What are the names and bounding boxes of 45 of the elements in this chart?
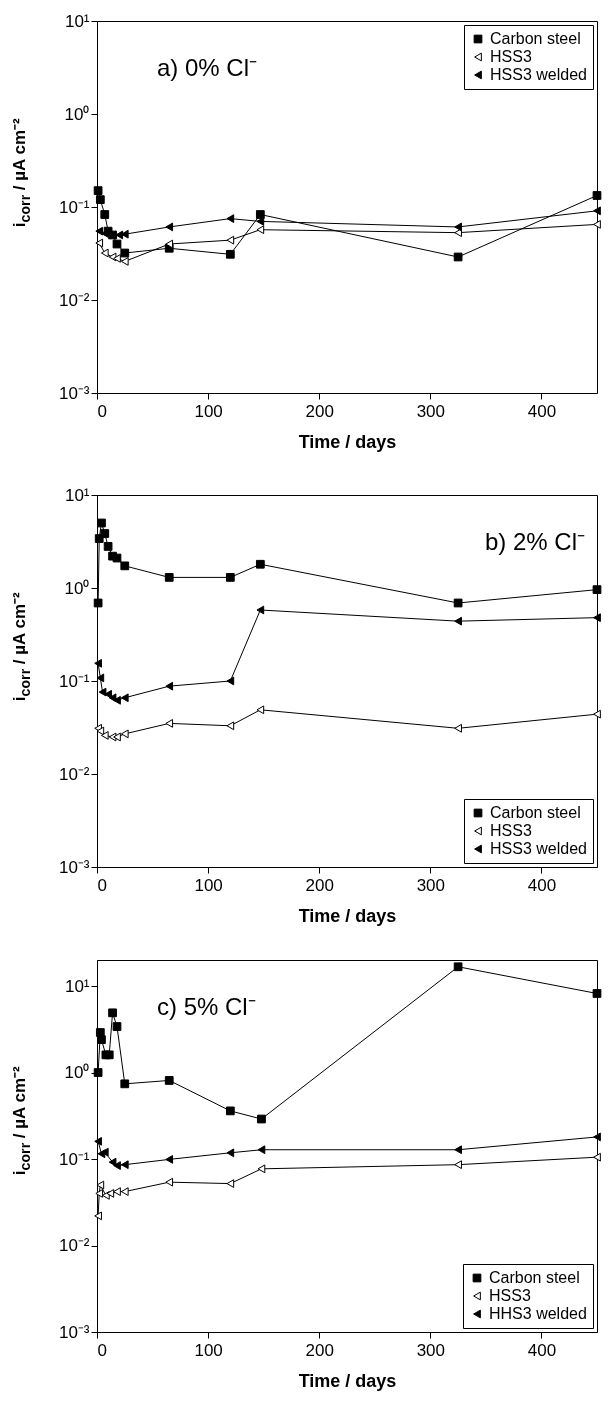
text: c) 5% Cl⁻: [157, 993, 256, 1020]
text: b) 2% Cl⁻: [484, 528, 585, 555]
x-tick-label: 300: [416, 1340, 446, 1360]
x-tick-label: 200: [305, 875, 334, 895]
legend-label: Carbon steel: [490, 804, 581, 821]
x-tick-label: 100: [194, 1340, 223, 1360]
y-tick-label: 10⁻³: [58, 1322, 90, 1342]
y-tick-label: 10⁻²: [58, 290, 90, 310]
legend-label: HSS3: [490, 822, 532, 839]
x-axis-title: Time / days: [298, 905, 397, 926]
legend-label: HSS3: [489, 1287, 531, 1304]
legend-label: Carbon steel: [489, 1269, 580, 1286]
x-axis-title: Time / days: [298, 431, 397, 452]
x-tick-label: 400: [527, 875, 557, 895]
y-tick-label: 10¹: [64, 11, 90, 31]
y-tick-label: 10⁻²: [58, 1236, 90, 1256]
legend-label: HSS3 welded: [490, 840, 587, 857]
x-tick-label: 100: [194, 401, 223, 421]
x-tick-label: 0: [97, 1340, 107, 1360]
y-tick-label: 10⁻³: [58, 857, 90, 877]
x-tick-label: 300: [416, 401, 446, 421]
legend-label: HHS3 welded: [489, 1305, 587, 1322]
y-tick-label: 10⁰: [64, 578, 90, 598]
y-tick-label: 10⁻¹: [58, 671, 90, 691]
y-tick-label: 10¹: [64, 976, 90, 996]
x-tick-label: 200: [305, 1340, 334, 1360]
x-tick-label: 100: [194, 875, 223, 895]
x-tick-label: 200: [305, 401, 334, 421]
y-tick-label: 10⁰: [64, 104, 90, 124]
y-tick-label: 10⁻²: [58, 764, 90, 784]
y-tick-label: 10¹: [64, 485, 90, 505]
y-tick-label: 10⁰: [64, 1063, 90, 1083]
text: a) 0% Cl⁻: [157, 54, 258, 81]
x-tick-label: 300: [416, 875, 446, 895]
x-axis-title: Time / days: [298, 1370, 397, 1391]
y-tick-label: 10⁻¹: [58, 1149, 90, 1169]
x-tick-label: 0: [97, 401, 107, 421]
x-tick-label: 400: [527, 1340, 557, 1360]
y-tick-label: 10⁻³: [58, 383, 90, 403]
legend-label: HSS3: [490, 48, 532, 65]
legend-label: HSS3 welded: [490, 66, 587, 83]
legend-label: Carbon steel: [490, 30, 581, 47]
x-tick-label: 400: [527, 401, 557, 421]
x-tick-label: 0: [97, 875, 107, 895]
y-tick-label: 10⁻¹: [58, 197, 90, 217]
